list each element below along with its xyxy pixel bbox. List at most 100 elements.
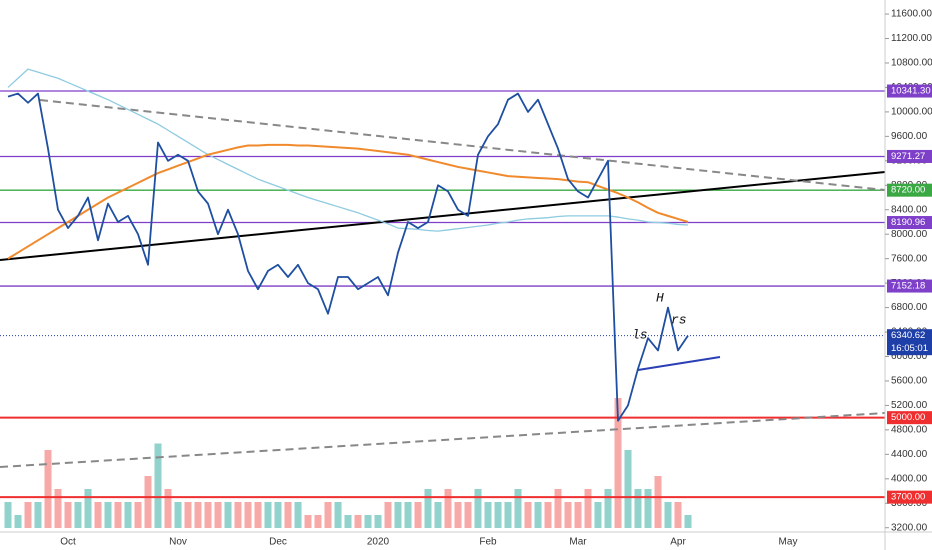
- x-tick-label: Feb: [479, 537, 497, 548]
- volume-bar: [444, 489, 452, 528]
- current-tag: [887, 329, 932, 356]
- volume-bar: [4, 502, 12, 528]
- volume-bar: [584, 489, 592, 528]
- volume-bar: [624, 450, 632, 528]
- level-label: 8190.96: [891, 217, 925, 228]
- volume-bar: [254, 502, 262, 528]
- volume-bar: [554, 489, 562, 528]
- volume-bar: [434, 502, 442, 528]
- volume-bar: [54, 489, 62, 528]
- y-tick-label: 11200.00: [891, 33, 932, 44]
- volume-bar: [274, 502, 282, 528]
- volume-bar: [144, 476, 152, 528]
- y-tick-label: 6000.00: [891, 351, 928, 362]
- volume-bar: [214, 502, 222, 528]
- volume-bar: [104, 502, 112, 528]
- levels-layer: [0, 90, 885, 499]
- volume-bar: [684, 515, 692, 528]
- volume-bar: [14, 515, 22, 528]
- countdown: 16:05:01: [891, 343, 928, 354]
- level-tag: [887, 411, 932, 425]
- volume-bar: [564, 502, 572, 528]
- level-label: 10341.30: [891, 86, 931, 97]
- volume-bar: [374, 515, 382, 528]
- annotation: rs: [671, 312, 687, 327]
- trend-line: [0, 412, 886, 468]
- y-tick-label: 3200.00: [891, 522, 928, 533]
- y-tick-label: 8400.00: [891, 204, 928, 215]
- x-tick-label: May: [779, 537, 798, 548]
- volume-bar: [44, 450, 52, 528]
- y-tick-label: 11600.00: [891, 9, 932, 20]
- volume-bar: [194, 502, 202, 528]
- level-tag: [887, 149, 932, 163]
- volume-bar: [354, 515, 362, 528]
- volume-bar: [114, 502, 122, 528]
- volume-bar: [94, 502, 102, 528]
- y-tick-label: 6800.00: [891, 302, 928, 313]
- x-tick-label: Nov: [169, 537, 187, 548]
- volume-bar: [594, 502, 602, 528]
- volume-layer: [4, 398, 692, 528]
- volume-bar: [454, 502, 462, 528]
- volume-bar: [474, 489, 482, 528]
- volume-bar: [384, 502, 392, 528]
- level-label: 3700.00: [891, 492, 925, 503]
- level-label: 9271.27: [891, 151, 925, 162]
- volume-bar: [424, 489, 432, 528]
- volume-bar: [314, 515, 322, 528]
- y-tick-label: 5200.00: [891, 400, 928, 411]
- y-tick-label: 10800.00: [891, 58, 932, 69]
- volume-bar: [154, 443, 162, 528]
- y-tick-label: 10000.00: [891, 107, 932, 118]
- volume-bar: [34, 502, 42, 528]
- volume-bar: [74, 502, 82, 528]
- volume-bar: [264, 502, 272, 528]
- volume-bar: [64, 502, 72, 528]
- volume-bar: [284, 502, 292, 528]
- x-tick-label: Mar: [569, 537, 587, 548]
- volume-bar: [204, 502, 212, 528]
- x-tick-label: Oct: [60, 537, 76, 548]
- volume-bar: [614, 398, 622, 528]
- level-label: 7152.18: [891, 281, 925, 292]
- level-tag: [887, 84, 932, 98]
- volume-bar: [134, 502, 142, 528]
- volume-bar: [304, 515, 312, 528]
- volume-bar: [244, 502, 252, 528]
- series-line: [7, 68, 689, 232]
- axis-layer: 3200.003600.004000.004400.004800.005200.…: [60, 9, 932, 548]
- current-label: 6340.62: [891, 330, 925, 341]
- level-tag: [887, 490, 932, 504]
- volume-bar: [504, 502, 512, 528]
- volume-bar: [634, 489, 642, 528]
- volume-bar: [464, 502, 472, 528]
- volume-bar: [514, 489, 522, 528]
- volume-bar: [174, 502, 182, 528]
- volume-bar: [574, 502, 582, 528]
- volume-bar: [654, 476, 662, 528]
- volume-bar: [494, 502, 502, 528]
- level-tag: [887, 183, 932, 197]
- volume-bar: [484, 502, 492, 528]
- volume-bar: [364, 515, 372, 528]
- volume-bar: [24, 502, 32, 528]
- x-tick-label: Dec: [269, 537, 287, 548]
- volume-bar: [124, 502, 132, 528]
- y-tick-label: 7600.00: [891, 253, 928, 264]
- volume-bar: [84, 489, 92, 528]
- volume-bar: [674, 502, 682, 528]
- volume-bar: [604, 489, 612, 528]
- neckline: [637, 356, 721, 371]
- volume-bar: [234, 502, 242, 528]
- price-layer: [7, 68, 689, 422]
- volume-bar: [644, 489, 652, 528]
- x-tick-label: 2020: [367, 537, 390, 548]
- level-tag: [887, 279, 932, 293]
- y-tick-label: 4000.00: [891, 473, 928, 484]
- trend-line: [0, 171, 886, 261]
- x-tick-label: Apr: [670, 537, 686, 548]
- volume-bar: [224, 502, 232, 528]
